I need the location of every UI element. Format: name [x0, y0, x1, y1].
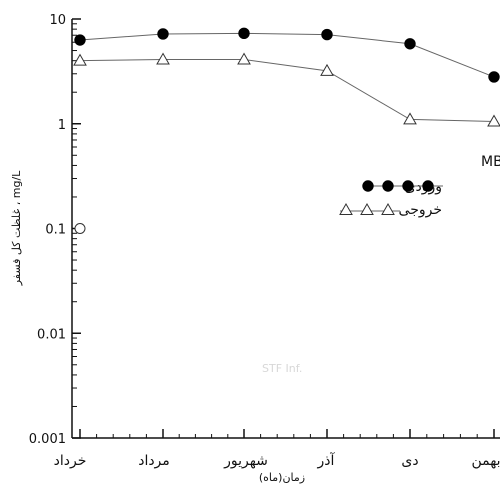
- legend-marker: [339, 202, 353, 215]
- series-line: [79, 32, 495, 78]
- x-tick-label: آذر: [317, 452, 336, 469]
- data-point: [157, 28, 169, 40]
- plot-frame: [71, 19, 500, 439]
- data-point: [403, 112, 417, 125]
- y-tick-label: 0.01: [37, 327, 66, 342]
- data-point: [487, 114, 500, 127]
- data-point: [320, 63, 334, 76]
- y-tick-label: 10: [49, 13, 66, 28]
- x-tick-label: مرداد: [138, 453, 170, 469]
- series-outlet: [73, 52, 500, 127]
- x-tick-label: شهریور: [223, 453, 268, 469]
- legend-marker: [381, 202, 395, 215]
- legend-marker: [402, 180, 414, 192]
- data-point: [238, 27, 250, 40]
- data-point: [156, 52, 170, 65]
- legend-label-outlet: خروجی: [399, 202, 442, 218]
- x-tick-label: دی: [401, 453, 418, 469]
- legend-sample-outlet: [339, 202, 400, 215]
- series-layer: [73, 27, 500, 234]
- y-tick-label: 1: [58, 118, 66, 133]
- y-tick-label: 0.001: [29, 432, 66, 447]
- x-tick-label: خرداد: [54, 453, 87, 469]
- data-point: [488, 71, 500, 83]
- series-inlet: [74, 27, 500, 83]
- legend-marker: [382, 180, 394, 192]
- y-tick-label: 0.1: [45, 223, 66, 238]
- watermark: STF Inf.: [262, 362, 302, 375]
- x-ticks: خرداد مرداد شهریور آذر دی بهمن: [54, 429, 500, 469]
- data-point: [73, 53, 87, 66]
- data-point: [74, 34, 86, 46]
- legend-marker: [422, 180, 434, 192]
- legend-title: غلظت کل فسفر در ورودی و خروجی MBR: [481, 154, 500, 170]
- data-point: [237, 52, 251, 65]
- data-point: [321, 28, 333, 41]
- y-ticks: 0.001 0.01 0.1 1 10: [29, 13, 81, 447]
- extra-data-point: [74, 223, 86, 234]
- x-tick-label: بهمن: [471, 453, 500, 469]
- legend-marker: [360, 202, 374, 215]
- legend-marker: [362, 180, 374, 192]
- y-axis-title: غلظت کل فسفر ، mg/L: [10, 170, 23, 286]
- series-line: [79, 59, 495, 123]
- legend-sample-inlet: [362, 180, 443, 192]
- x-axis-title: زمان(ماه): [259, 471, 305, 484]
- data-point: [404, 38, 416, 50]
- legend: غلظت کل فسفر در ورودی و خروجی MBR ورودی …: [339, 154, 500, 218]
